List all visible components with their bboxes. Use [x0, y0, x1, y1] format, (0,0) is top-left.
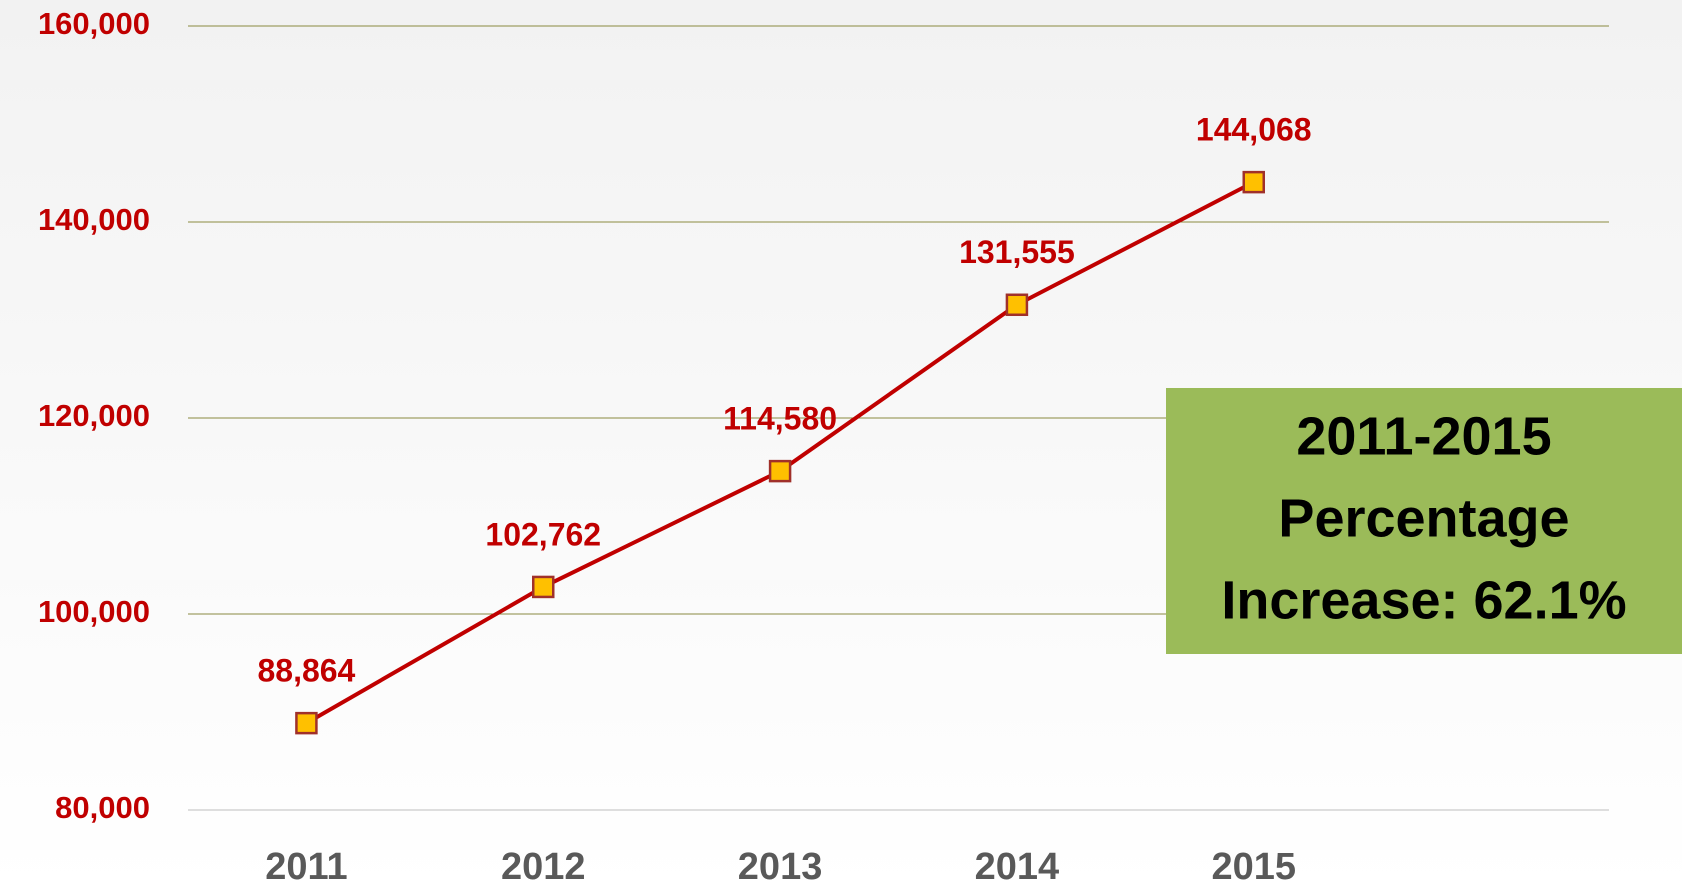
x-tick-label: 2013 [738, 846, 823, 888]
marker [1242, 170, 1265, 194]
data-label: 102,762 [485, 516, 601, 552]
marker [768, 459, 792, 483]
data-label: 131,555 [959, 234, 1075, 270]
y-tick-label: 160,000 [38, 6, 150, 41]
x-tick-label: 2012 [501, 846, 586, 888]
marker [1005, 293, 1029, 317]
marker [295, 711, 318, 735]
annotation-text: Increase: 62.1% [1221, 570, 1626, 630]
y-tick-label: 100,000 [38, 594, 150, 629]
annotation-box [1166, 388, 1682, 654]
data-label: 144,068 [1196, 112, 1312, 148]
annotation-text: Percentage [1278, 488, 1569, 548]
data-label: 88,864 [257, 653, 355, 689]
y-tick-label: 120,000 [38, 398, 150, 433]
annotation-text: 2011-2015 [1296, 406, 1551, 466]
x-tick-label: 2015 [1211, 846, 1296, 888]
data-label: 114,580 [723, 401, 837, 437]
y-tick-label: 80,000 [55, 790, 150, 825]
marker [532, 575, 555, 599]
x-tick-label: 2011 [265, 846, 347, 888]
x-tick-label: 2014 [975, 846, 1060, 888]
y-tick-label: 140,000 [38, 202, 150, 237]
